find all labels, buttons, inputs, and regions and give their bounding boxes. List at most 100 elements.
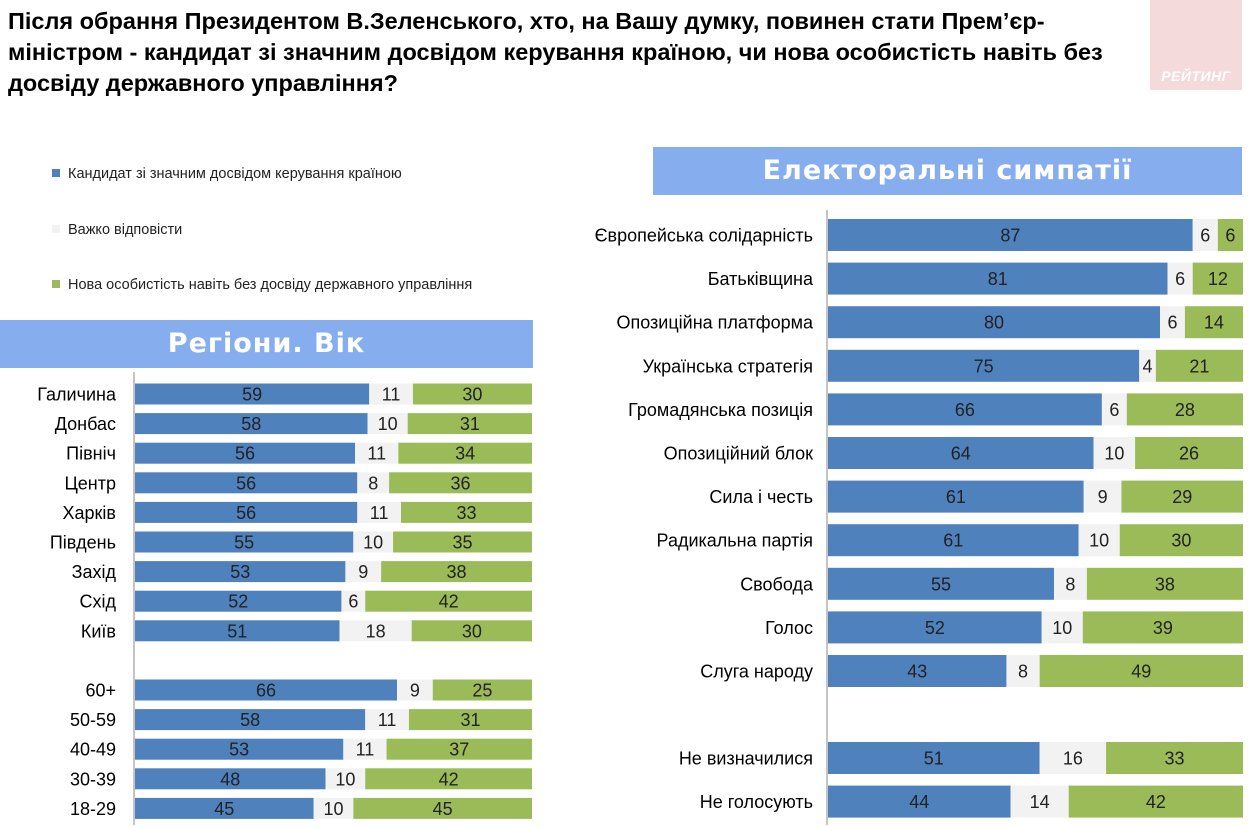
category-label: 18-29 [70, 799, 116, 819]
legend-item-new-person: Нова особистість навіть без досвіду держ… [52, 277, 472, 293]
bar-new-person [398, 442, 532, 464]
category-label: Батьківщина [708, 269, 814, 289]
bar-hard-to-say [1167, 262, 1193, 295]
data-label-experienced: 75 [974, 356, 994, 376]
category-label: Опозиційна платформа [616, 313, 813, 333]
data-label-experienced: 58 [241, 414, 261, 434]
category-label: Галичина [37, 384, 117, 404]
bar-hard-to-say [1006, 655, 1040, 687]
bar-hard-to-say [1160, 306, 1185, 339]
bar-new-person [411, 620, 532, 642]
data-label-new-person: 31 [460, 710, 480, 730]
bar-new-person [389, 472, 532, 494]
bar-hard-to-say [357, 472, 390, 494]
data-label-experienced: 66 [256, 680, 276, 700]
bar-new-person [353, 797, 532, 819]
bar-new-person [1126, 393, 1243, 426]
data-label-hard-to-say: 10 [378, 414, 398, 434]
data-label-new-person: 35 [453, 532, 473, 552]
bar-new-person [365, 768, 532, 790]
data-label-hard-to-say: 6 [1200, 225, 1210, 245]
category-label: Захід [72, 562, 117, 582]
bar-hard-to-say [1053, 567, 1087, 600]
legend-label-new-person: Нова особистість навіть без досвіду держ… [68, 277, 473, 293]
bar-experienced [135, 768, 326, 790]
bar-experienced [828, 524, 1079, 557]
bar-new-person [1217, 219, 1243, 251]
bar-hard-to-say [397, 679, 433, 701]
bar-new-person [1184, 306, 1243, 339]
bar-hard-to-say [355, 442, 399, 464]
data-label-new-person: 49 [1131, 661, 1151, 681]
data-label-new-person: 33 [456, 503, 476, 523]
electoral-panel-title: Електоральні симпатії [653, 147, 1242, 195]
data-label-hard-to-say: 9 [1098, 487, 1108, 507]
bar-hard-to-say [357, 501, 401, 523]
bar-hard-to-say [345, 561, 382, 583]
legend-swatch-hard-to-say [52, 225, 60, 234]
data-label-hard-to-say: 9 [410, 680, 420, 700]
bar-new-person [365, 590, 532, 612]
bar-hard-to-say [369, 383, 413, 405]
bar-hard-to-say [313, 797, 354, 819]
data-label-experienced: 44 [909, 792, 929, 812]
category-label: Свобода [740, 574, 814, 594]
data-label-hard-to-say: 11 [367, 444, 386, 464]
data-label-hard-to-say: 10 [1104, 443, 1124, 463]
data-label-hard-to-say: 6 [348, 592, 358, 612]
bar-experienced [135, 472, 358, 494]
bar-experienced [828, 742, 1040, 774]
bar-experienced [135, 413, 368, 435]
category-label: Опозиційний блок [664, 443, 813, 463]
category-label: Європейська солідарність [595, 225, 813, 245]
data-label-new-person: 37 [449, 740, 469, 760]
category-label: 50-59 [70, 710, 116, 730]
data-label-experienced: 87 [1000, 225, 1020, 245]
data-label-new-person: 38 [447, 562, 467, 582]
bar-new-person [1082, 611, 1243, 644]
data-label-hard-to-say: 16 [1063, 748, 1083, 768]
data-label-new-person: 30 [462, 621, 482, 641]
bar-hard-to-say [1192, 219, 1218, 251]
category-label: Південь [50, 532, 116, 552]
legend-swatch-experienced [52, 169, 60, 178]
bar-hard-to-say [1010, 785, 1069, 818]
category-label: Радикальна партія [657, 531, 813, 551]
data-label-experienced: 56 [236, 473, 256, 493]
legend-item-hard-to-say: Важко відповісти [52, 222, 182, 238]
bar-new-person [386, 738, 532, 760]
data-label-hard-to-say: 18 [366, 621, 386, 641]
data-label-new-person: 12 [1208, 269, 1228, 289]
data-label-hard-to-say: 8 [1018, 661, 1028, 681]
data-label-hard-to-say: 9 [358, 562, 368, 582]
data-label-hard-to-say: 10 [1089, 531, 1109, 551]
bar-hard-to-say [343, 738, 387, 760]
bar-new-person [1119, 524, 1243, 557]
bar-hard-to-say [1078, 524, 1120, 557]
legend-label-experienced: Кандидат зі значним досвідом керування к… [68, 166, 402, 182]
category-label: Не голосують [700, 792, 813, 812]
data-label-experienced: 45 [214, 799, 234, 819]
bar-hard-to-say [353, 531, 394, 553]
data-label-hard-to-say: 6 [1175, 269, 1185, 289]
data-label-new-person: 42 [439, 769, 459, 789]
data-label-new-person: 14 [1204, 313, 1224, 333]
bar-experienced [135, 442, 356, 464]
category-label: Голос [765, 618, 813, 638]
bar-experienced [135, 797, 314, 819]
data-label-new-person: 29 [1172, 487, 1192, 507]
bar-experienced [828, 785, 1011, 818]
data-label-hard-to-say: 8 [1065, 574, 1075, 594]
bar-experienced [828, 437, 1094, 469]
data-label-new-person: 21 [1189, 356, 1209, 376]
bar-experienced [828, 611, 1042, 644]
data-label-hard-to-say: 8 [368, 473, 378, 493]
bar-hard-to-say [365, 709, 409, 731]
data-label-experienced: 66 [955, 400, 975, 420]
category-label: Донбас [55, 414, 116, 434]
bar-experienced [135, 738, 344, 760]
bar-hard-to-say [1041, 611, 1083, 644]
bar-hard-to-say [1083, 480, 1122, 513]
bar-hard-to-say [341, 590, 366, 612]
bar-experienced [828, 567, 1054, 600]
